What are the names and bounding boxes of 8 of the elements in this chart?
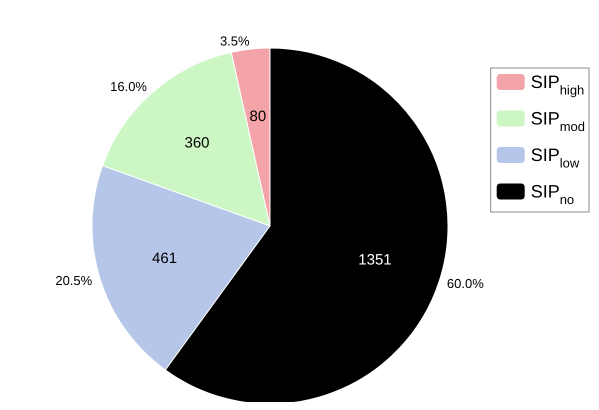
text: 360 xyxy=(184,134,210,152)
text: 80 xyxy=(250,108,266,125)
data-label: 3.5% xyxy=(220,34,250,49)
data-label: 16.0% xyxy=(110,78,148,94)
data-label: 20.5% xyxy=(55,273,93,288)
data-label: 60.0% xyxy=(446,276,484,291)
text: 1351 xyxy=(358,252,392,269)
text: 461 xyxy=(152,250,178,267)
